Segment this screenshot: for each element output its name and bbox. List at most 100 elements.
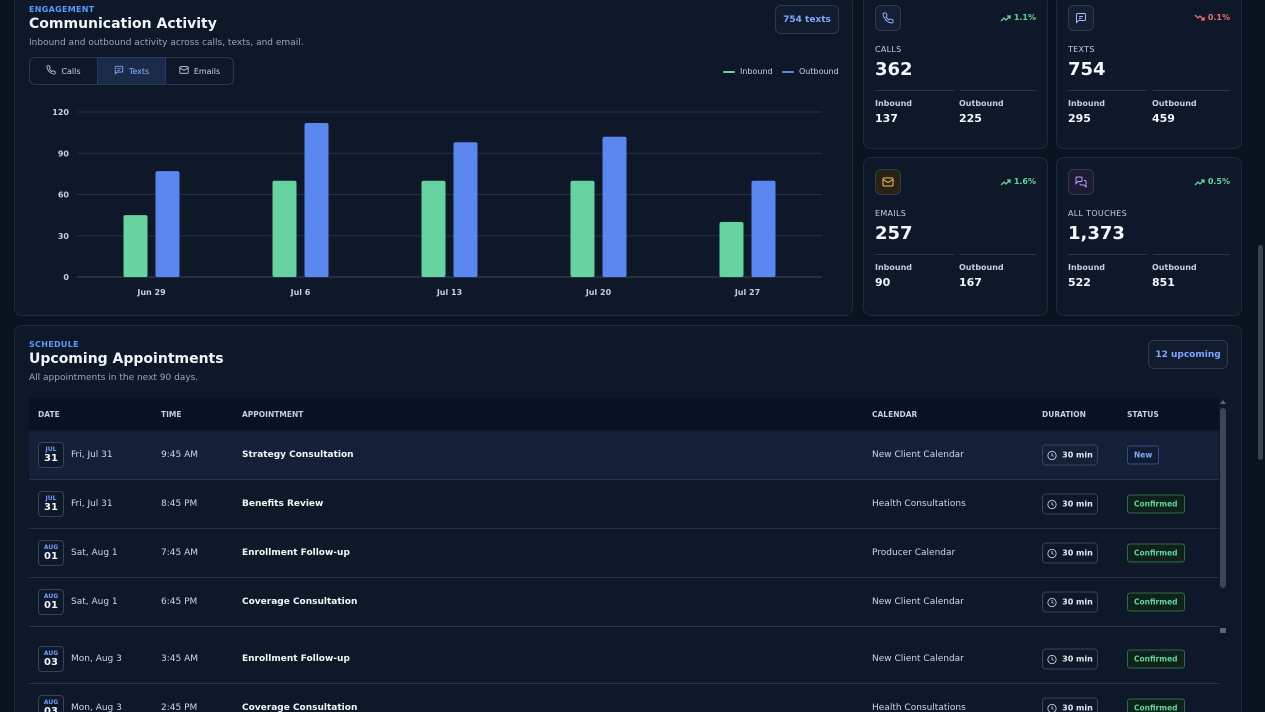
row-appointment: Coverage Consultation: [242, 597, 358, 607]
row-calendar: New Client Calendar: [872, 450, 964, 460]
stat-card-all-touches: 0.5% ALL TOUCHES 1,373 Inbound 522 Outbo…: [1056, 157, 1242, 316]
tab-emails[interactable]: Emails: [166, 58, 233, 84]
upcoming-count-badge[interactable]: 12 upcoming: [1148, 340, 1228, 369]
duration-badge: 30 min: [1042, 493, 1098, 515]
inbound-value: 90: [875, 276, 891, 289]
outbound-value: 225: [959, 112, 982, 125]
row-duration: 30 min: [1062, 654, 1093, 664]
row-date: Fri, Jul 31: [71, 450, 113, 460]
x-tick-label: Jul 27: [734, 288, 760, 297]
date-badge: AUG 03: [38, 695, 64, 712]
duration-badge: 30 min: [1042, 542, 1098, 564]
clock-icon: [1047, 450, 1057, 460]
schedule-title: Upcoming Appointments: [29, 351, 224, 367]
bar-outbound: [602, 136, 627, 277]
trend-value: 0.5%: [1207, 177, 1230, 186]
table-row[interactable]: AUG 03 Mon, Aug 3 2:45 PM Coverage Consu…: [29, 684, 1219, 712]
y-tick-label: 90: [58, 149, 70, 158]
tab-texts[interactable]: Texts: [98, 58, 166, 84]
row-date: Fri, Jul 31: [71, 499, 113, 509]
inbound-label: Inbound: [1068, 263, 1106, 272]
tab-texts-label: Texts: [128, 66, 150, 76]
status-badge: New: [1127, 445, 1160, 465]
row-time: 7:45 AM: [161, 548, 198, 558]
row-appointment: Strategy Consultation: [242, 450, 354, 460]
inbound-label: Inbound: [875, 263, 913, 272]
clock-icon: [1047, 499, 1057, 509]
stat-divider: [875, 90, 1036, 91]
row-date: Mon, Aug 3: [71, 703, 122, 712]
row-calendar: Health Consultations: [872, 703, 966, 712]
date-badge: JUL 31: [38, 442, 64, 468]
table-row[interactable]: JUL 31 Fri, Jul 31 9:45 AM Strategy Cons…: [29, 431, 1219, 480]
stat-divider: [875, 254, 1036, 255]
row-date: Mon, Aug 3: [71, 654, 122, 664]
stat-label: TEXTS: [1068, 45, 1095, 54]
appointments-table-header: DATE TIME APPOINTMENT CALENDAR DURATION …: [29, 398, 1219, 430]
row-time: 6:45 PM: [161, 597, 198, 607]
stat-divider: [1068, 254, 1230, 255]
trend-up-icon: [1000, 179, 1011, 186]
table-scroll-up-arrow[interactable]: [1220, 400, 1226, 404]
date-badge-month: JUL: [45, 446, 57, 453]
trend-down-icon: [1194, 14, 1205, 21]
date-badge-day: 01: [44, 551, 58, 562]
outbound-swatch: [782, 70, 794, 73]
table-scroll-thumb[interactable]: [1220, 408, 1226, 588]
bar-inbound: [570, 180, 595, 277]
tab-calls[interactable]: Calls: [30, 58, 98, 84]
row-duration: 30 min: [1062, 499, 1093, 509]
trend-badge: 1.1%: [1000, 13, 1036, 22]
bar-outbound: [304, 123, 329, 277]
stat-value: 754: [1068, 59, 1106, 80]
bar-inbound: [421, 180, 446, 277]
inbound-value: 522: [1068, 276, 1091, 289]
table-row[interactable]: AUG 01 Sat, Aug 1 7:45 AM Enrollment Fol…: [29, 529, 1219, 578]
trend-badge: 1.6%: [1000, 177, 1036, 186]
date-badge-day: 03: [44, 706, 58, 712]
bar-outbound: [155, 171, 180, 277]
stat-label: CALLS: [875, 45, 902, 54]
row-duration: 30 min: [1062, 450, 1093, 460]
stat-card-calls: 1.1% CALLS 362 Inbound 137 Outbound 225: [863, 0, 1048, 149]
outbound-label: Outbound: [1152, 99, 1197, 108]
row-time: 9:45 AM: [161, 450, 198, 460]
tab-emails-label: Emails: [193, 66, 221, 76]
row-appointment: Coverage Consultation: [242, 703, 358, 712]
inbound-label: Inbound: [1068, 99, 1106, 108]
status-badge: Confirmed: [1127, 649, 1185, 669]
col-calendar: CALENDAR: [872, 409, 918, 419]
row-appointment: Enrollment Follow-up: [242, 548, 350, 558]
page-scrollbar[interactable]: [1256, 0, 1264, 712]
table-scrollbar[interactable]: [1220, 400, 1227, 636]
outbound-label: Outbound: [959, 263, 1004, 272]
page-scroll-thumb[interactable]: [1258, 245, 1263, 460]
trend-value: 1.6%: [1013, 177, 1036, 186]
status-badge: Confirmed: [1127, 494, 1185, 514]
texts-count-badge[interactable]: 754 texts: [775, 5, 839, 34]
bar-outbound: [453, 142, 478, 277]
stat-value: 362: [875, 59, 913, 80]
row-appointment: Benefits Review: [242, 499, 324, 509]
table-row[interactable]: AUG 03 Mon, Aug 3 3:45 AM Enrollment Fol…: [29, 635, 1219, 684]
col-appointment: APPOINTMENT: [242, 409, 304, 419]
mail-icon: [179, 65, 189, 77]
table-row[interactable]: JUL 31 Fri, Jul 31 8:45 PM Benefits Revi…: [29, 480, 1219, 529]
col-duration: DURATION: [1042, 409, 1086, 419]
chat-icon: [1068, 169, 1094, 195]
table-scroll-down-marker[interactable]: [1220, 628, 1226, 633]
table-row[interactable]: AUG 01 Sat, Aug 1 6:45 PM Coverage Consu…: [29, 578, 1219, 627]
date-badge-day: 01: [44, 600, 58, 611]
date-badge-month: AUG: [43, 699, 59, 706]
stat-value: 257: [875, 223, 913, 244]
outbound-value: 851: [1152, 276, 1175, 289]
phone-icon: [875, 5, 901, 31]
row-time: 3:45 AM: [161, 654, 198, 664]
date-badge-month: AUG: [43, 650, 59, 657]
schedule-subtitle: All appointments in the next 90 days.: [29, 373, 199, 383]
bar-outbound: [751, 180, 776, 277]
status-badge: Confirmed: [1127, 592, 1185, 612]
row-appointment: Enrollment Follow-up: [242, 654, 350, 664]
channel-tabs: Calls Texts Emails: [29, 57, 234, 85]
date-badge: JUL 31: [38, 491, 64, 517]
